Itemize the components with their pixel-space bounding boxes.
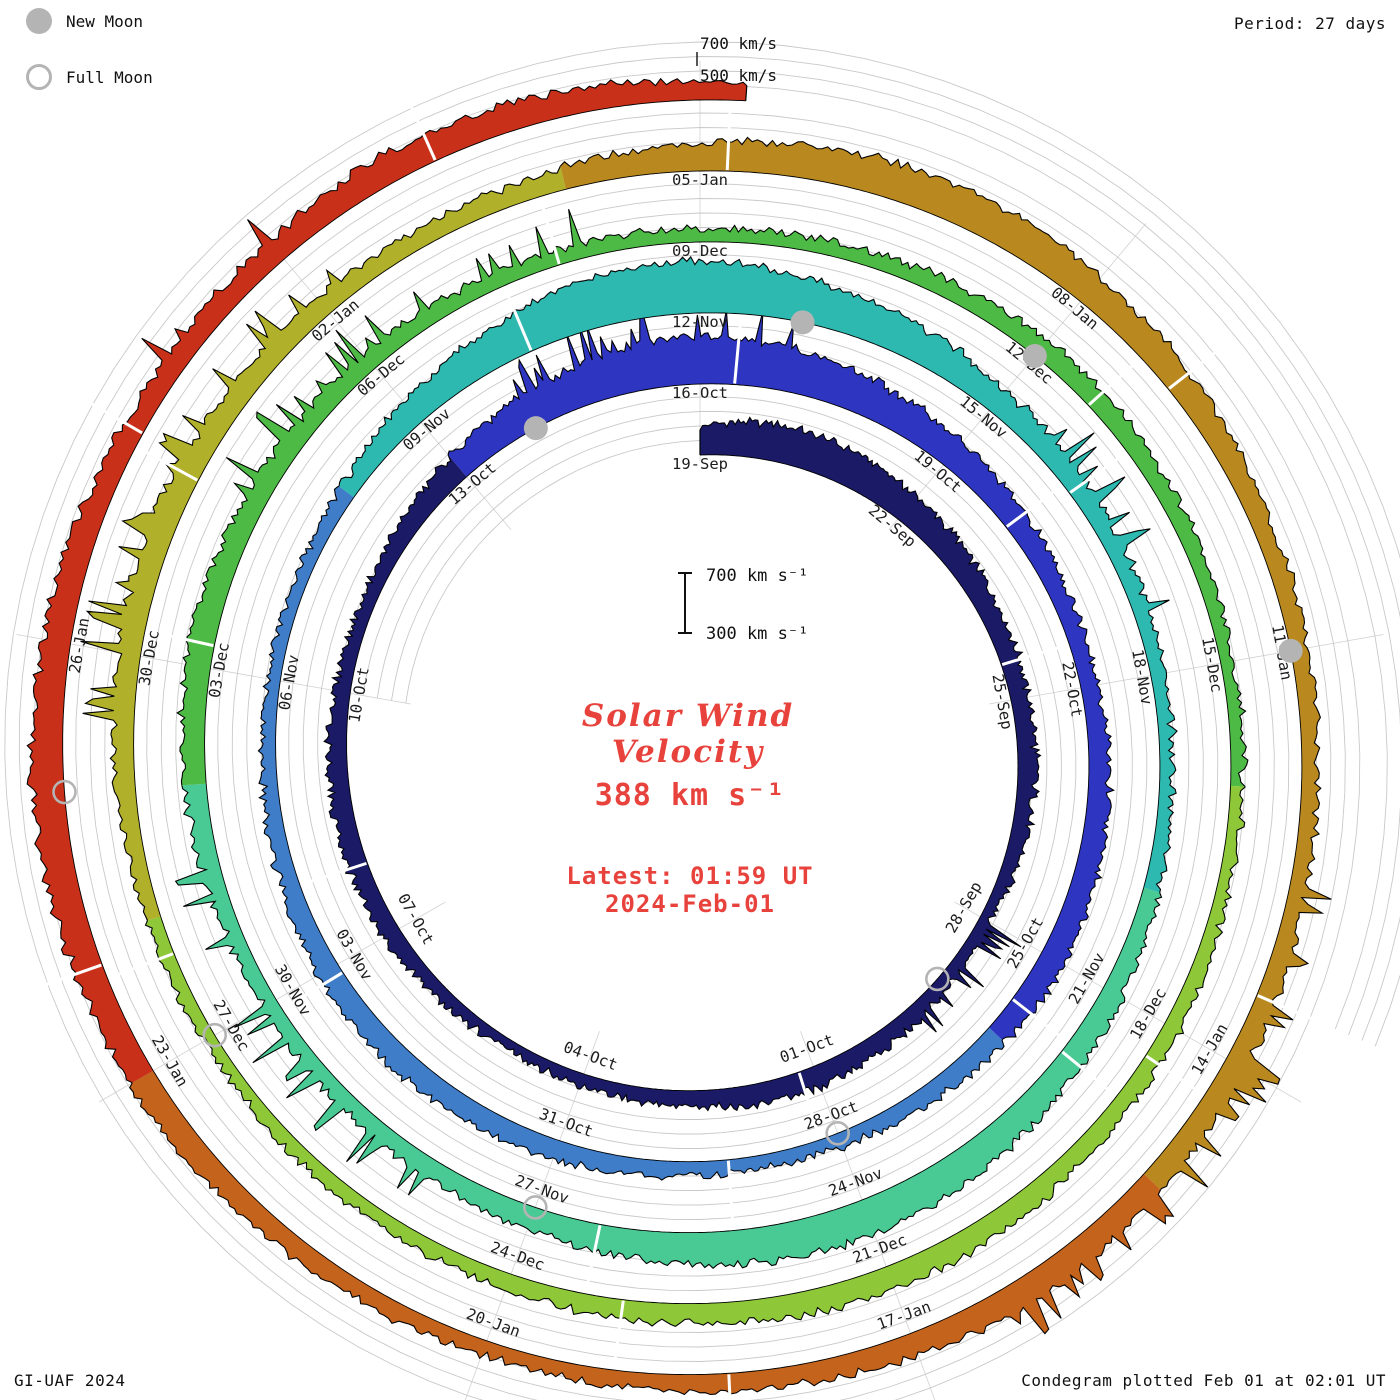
band-outer-edge <box>338 255 1178 893</box>
band-outer-edge <box>80 165 561 921</box>
data-gap <box>1168 349 1219 390</box>
new-moon-marker-12-Dec <box>1022 343 1047 368</box>
data-gap <box>153 630 214 648</box>
data-gap <box>43 963 102 987</box>
data-gap <box>733 322 742 384</box>
credit-label: GI-UAF 2024 <box>14 1371 126 1390</box>
band-cap <box>745 85 748 101</box>
full-moon-marker-28-Oct <box>825 1120 850 1146</box>
full-moon-marker-29-Sep <box>925 966 950 992</box>
full-moon-marker-25-Jan <box>52 779 77 805</box>
data-gap <box>540 204 561 265</box>
scale-top-label: 700 km s⁻¹ <box>706 566 809 586</box>
band-baseline <box>346 454 1019 1092</box>
data-gap <box>289 971 343 1006</box>
band-baseline <box>353 312 1161 888</box>
date-label: 16-Oct <box>672 384 728 402</box>
band-baseline <box>160 785 1231 1305</box>
band-outer-edge <box>26 77 748 1084</box>
data-gap <box>1088 362 1136 406</box>
data-gap <box>1061 1050 1111 1092</box>
chart-title-line2: Velocity <box>611 734 765 770</box>
new-moon-marker-13-Nov <box>790 310 815 335</box>
rotation-band <box>27 78 747 1083</box>
latest-date-line: 2024-Feb-01 <box>605 890 775 918</box>
rotation-band <box>560 137 1332 1190</box>
new-moon-icon <box>26 8 52 34</box>
new-moon-marker-14-Oct <box>523 416 548 441</box>
data-gap <box>727 1374 732 1400</box>
new-moon-label: New Moon <box>66 11 144 31</box>
legend-full-moon: Full Moon <box>26 64 153 90</box>
data-gap <box>115 952 174 977</box>
data-gap <box>726 1160 735 1222</box>
scale-bottom-label: 300 km s⁻¹ <box>706 624 809 644</box>
data-gap <box>613 1300 625 1362</box>
data-gap <box>1005 488 1057 528</box>
gridline-label-700: 700 km/s <box>700 34 778 53</box>
date-label: 05-Jan <box>672 171 728 189</box>
new-moon-marker-11-Jan <box>1278 638 1303 663</box>
band-outer-edge <box>176 209 1249 788</box>
gridline-label-500: 500 km/s <box>700 66 778 85</box>
radial-gridline <box>253 223 512 531</box>
data-gap <box>408 103 437 161</box>
velocity-gridline-600 <box>18 56 1400 1400</box>
full-moon-marker-27-Dec <box>202 1022 228 1048</box>
date-label: 19-Sep <box>672 455 728 473</box>
band-outer-edge <box>560 136 1332 1190</box>
band-baseline <box>205 783 1145 1234</box>
data-gap <box>1257 994 1315 1022</box>
full-moon-marker-27-Nov <box>523 1195 548 1220</box>
velocity-gridline-700 <box>4 41 1400 1400</box>
data-gap <box>725 109 732 171</box>
band-baseline <box>275 497 990 1163</box>
radial-gridline <box>989 634 1384 705</box>
full-moon-label: Full Moon <box>66 67 153 87</box>
band-outer-edge <box>144 786 1246 1328</box>
band-baseline <box>565 170 1303 1175</box>
band-baseline <box>62 99 746 1071</box>
legend-new-moon: New Moon <box>26 8 143 34</box>
data-gap <box>797 1072 819 1132</box>
rotation-band <box>80 166 566 921</box>
band-outer-edge <box>447 310 1115 1041</box>
band-outer-edge <box>257 485 1005 1181</box>
data-gap <box>1012 998 1063 1039</box>
radial-gridline <box>888 223 1147 531</box>
band-baseline <box>466 383 1090 1028</box>
band-outer-edge <box>174 785 1163 1270</box>
data-gap <box>585 1225 602 1286</box>
band-baseline <box>133 188 567 917</box>
velocity-scale-bar <box>678 572 692 634</box>
data-gap <box>88 401 143 435</box>
plotted-timestamp: Condegram plotted Feb 01 at 02:01 UT <box>1021 1371 1386 1390</box>
data-gap <box>506 293 533 351</box>
date-label: 09-Dec <box>672 242 728 260</box>
data-gap <box>1145 1054 1198 1092</box>
period-label: Period: 27 days <box>1234 14 1386 33</box>
data-gap <box>143 449 199 482</box>
date-label: 12-Nov <box>672 313 728 331</box>
data-gap <box>1069 456 1121 494</box>
rotation-band <box>129 1070 1174 1395</box>
latest-time-line: Latest: 01:59 UT <box>566 862 814 890</box>
band-outer-edge <box>323 416 1042 1112</box>
band-baseline <box>152 1070 1145 1376</box>
band-outer-edge <box>129 1082 1175 1396</box>
chart-title-line1: Solar Wind <box>581 698 795 734</box>
data-gap <box>1001 645 1062 666</box>
data-gap <box>307 861 367 884</box>
band-baseline <box>204 241 1232 786</box>
current-velocity-value: 388 km s⁻¹ <box>594 778 786 813</box>
full-moon-icon <box>26 64 52 90</box>
